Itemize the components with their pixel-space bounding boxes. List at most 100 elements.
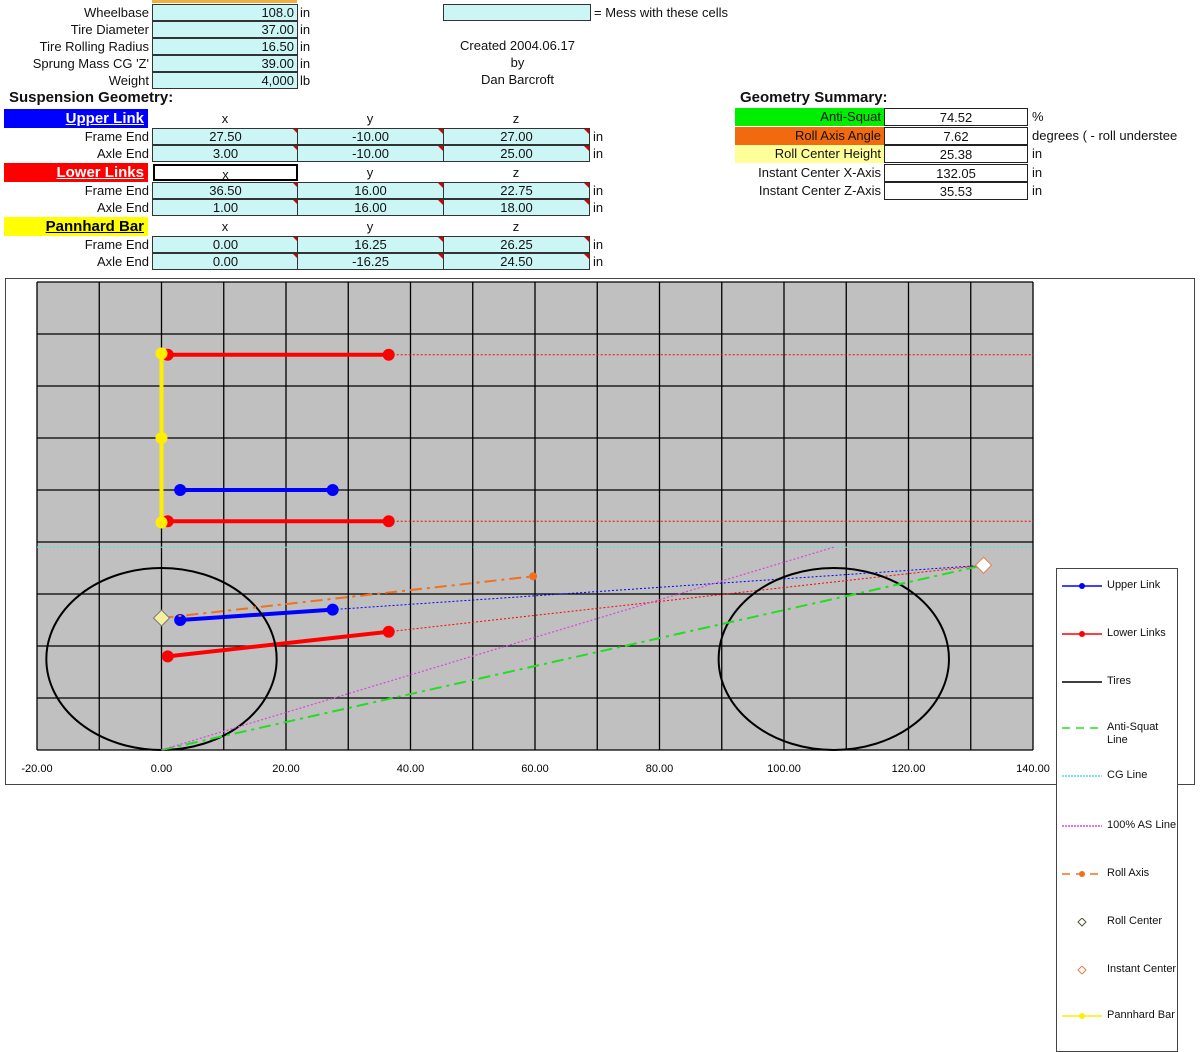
coord-cell-y[interactable]: -10.00: [297, 128, 444, 145]
legend-item-100-as-line: 100% AS Line: [1057, 819, 1179, 849]
lower-links-marker: [161, 650, 174, 663]
x-tick-label: 0.00: [151, 763, 172, 775]
roll-center-marker: [152, 609, 171, 627]
upper-link-marker: [174, 614, 187, 626]
legend-item-pannhard-bar: Pannhard Bar: [1057, 1009, 1179, 1039]
anti-squat-line-line: [161, 564, 984, 751]
input-label: Wheelbase: [83, 5, 149, 20]
column-header-x[interactable]: x: [153, 164, 298, 182]
upper-link-legend-icon: [1062, 583, 1102, 589]
coord-cell-y[interactable]: -10.00: [297, 145, 444, 162]
roll-center-legend-icon: [1077, 918, 1087, 927]
coord-cell-x[interactable]: 27.50: [152, 128, 299, 145]
column-highlight: [152, 0, 297, 3]
anti-squat-line-legend-icon: [1062, 727, 1102, 729]
x-tick-label: 140.00: [1016, 763, 1050, 775]
column-header-x: x: [221, 219, 229, 234]
100-as-line-line: [161, 546, 834, 751]
lower-links-marker: [382, 515, 395, 528]
upper-link-marker: [326, 603, 339, 616]
lower-links-marker: [382, 348, 395, 361]
suspension-chart: -20.00 0.00 20.00 40.00 60.00 80.00 100.00 120.…: [21, 281, 1050, 775]
summary-label: Instant Center X-Axis: [758, 164, 881, 180]
summary-label: Roll Axis Angle: [735, 126, 884, 145]
summary-unit: %: [1032, 109, 1044, 124]
summary-unit: in: [1032, 164, 1043, 180]
input-label: Tire Diameter: [70, 22, 149, 37]
legend-item-roll-axis: Roll Axis: [1057, 867, 1179, 897]
x-tick-label: 100.00: [767, 763, 801, 775]
legend-label: Instant Center: [1107, 963, 1177, 975]
column-header-y: y: [366, 111, 374, 126]
chart-area[interactable]: -20.00 0.00 20.00 40.00 60.00 80.00 100.00 120.…: [5, 278, 1195, 1052]
tires-legend-icon: [1062, 681, 1102, 683]
coord-cell-y[interactable]: -16.25: [297, 253, 444, 270]
summary-value: 25.38: [884, 145, 1028, 163]
pannhard-bar-marker: [155, 516, 168, 529]
row-unit: in: [593, 237, 604, 252]
pannhard-bar-marker: [155, 432, 168, 444]
credits-by: by: [510, 55, 525, 70]
extension-line: [332, 564, 984, 611]
input-unit: in: [300, 39, 311, 54]
legend-label: Roll Center: [1107, 915, 1163, 927]
coord-cell-x[interactable]: 0.00: [152, 236, 299, 253]
summary-unit: degrees ( - roll understee: [1032, 127, 1178, 143]
input-unit: in: [300, 56, 311, 71]
x-tick-label: 20.00: [272, 763, 300, 775]
coord-cell-z[interactable]: 24.50: [443, 253, 590, 270]
cg-line-legend-icon: [1062, 775, 1102, 777]
coord-cell-y[interactable]: 16.25: [297, 236, 444, 253]
legend-label: Anti-Squat Line: [1107, 721, 1159, 746]
summary-unit: in: [1032, 146, 1043, 161]
legend-item-anti-squat-line: Anti-Squat Line: [1057, 721, 1179, 751]
coord-cell-z[interactable]: 26.25: [443, 236, 590, 253]
summary-value: 74.52: [884, 108, 1028, 126]
coord-cell-y[interactable]: 16.00: [297, 182, 444, 199]
legend-item-upper-link: Upper Link: [1057, 579, 1179, 609]
row-label: Axle End: [96, 254, 149, 269]
legend-label: Pannhard Bar: [1107, 1009, 1175, 1021]
summary-label: Anti-Squat: [735, 108, 884, 126]
group-header-lower-links[interactable]: Lower Links: [4, 163, 148, 182]
summary-label: Instant Center Z-Axis: [758, 183, 881, 198]
input-cell[interactable]: 16.50: [152, 38, 298, 55]
x-tick-label: 40.00: [397, 763, 425, 775]
row-label: Axle End: [96, 200, 149, 215]
input-cell[interactable]: 39.00: [152, 55, 298, 72]
upper-link-marker: [326, 484, 339, 496]
column-header-y: y: [366, 219, 374, 234]
input-cell[interactable]: 108.0: [152, 4, 298, 21]
roll-axis-marker: [529, 572, 538, 581]
coord-cell-z[interactable]: 25.00: [443, 145, 590, 162]
chart-legend: Upper Link Lower Links Tires Anti-Squat Lin…: [1056, 568, 1178, 1052]
input-unit: lb: [300, 73, 311, 88]
row-label: Frame End: [84, 129, 149, 144]
coord-cell-z[interactable]: 22.75: [443, 182, 590, 199]
group-header-upper-link[interactable]: Upper Link: [4, 109, 148, 128]
legend-item-tires: Tires: [1057, 675, 1179, 705]
coord-cell-x[interactable]: 3.00: [152, 145, 299, 162]
suspension-geometry-title: Suspension Geometry:: [9, 89, 174, 106]
input-cell[interactable]: 4,000: [152, 72, 298, 89]
x-tick-label: 60.00: [521, 763, 549, 775]
coord-cell-x[interactable]: 1.00: [152, 199, 299, 216]
row-unit: in: [593, 146, 604, 161]
coord-cell-z[interactable]: 27.00: [443, 128, 590, 145]
coord-cell-y[interactable]: 16.00: [297, 199, 444, 216]
input-cell[interactable]: 37.00: [152, 21, 298, 38]
pannhard-bar-marker: [155, 347, 168, 360]
summary-unit: in: [1032, 183, 1043, 198]
upper-link-line: [180, 607, 333, 622]
pannhard-bar-legend-icon: [1062, 1013, 1102, 1019]
group-header-pannhard-bar[interactable]: Pannhard Bar: [4, 217, 148, 236]
coord-cell-x[interactable]: 36.50: [152, 182, 299, 199]
input-label: Weight: [108, 73, 149, 88]
instant-center-marker: [974, 556, 993, 574]
coord-cell-z[interactable]: 18.00: [443, 199, 590, 216]
row-label: Frame End: [84, 183, 149, 198]
row-label: Frame End: [84, 237, 149, 252]
legend-item-instant-center: Instant Center: [1057, 963, 1179, 993]
instant-center-legend-icon: [1077, 966, 1087, 975]
coord-cell-x[interactable]: 0.00: [152, 253, 299, 270]
